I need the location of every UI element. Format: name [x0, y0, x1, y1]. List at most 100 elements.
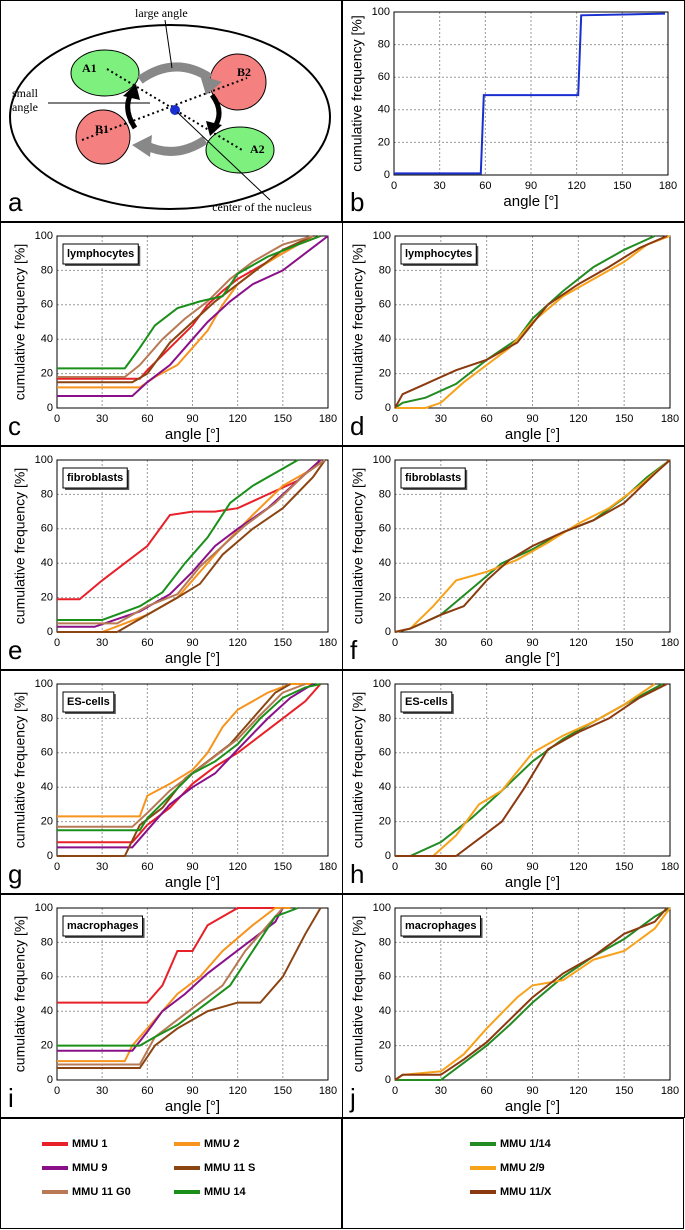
- y-tick-label: 100: [373, 678, 391, 690]
- pointer: [176, 111, 271, 201]
- label-box: [62, 467, 128, 489]
- y-axis-label: cumulative frequency [%]: [12, 244, 28, 400]
- label-box: small angle: [12, 86, 38, 114]
- inset-label: fibroblasts: [67, 472, 123, 484]
- x-tick-label: 90: [526, 637, 538, 649]
- legend-frame: [342, 1118, 684, 1229]
- connector: [81, 77, 248, 141]
- series-line: [57, 907, 284, 1066]
- y-axis-label: cumulative frequency [%]: [350, 916, 366, 1072]
- x-tick-label: 90: [186, 413, 198, 425]
- label: B2: [237, 65, 251, 79]
- series-line: [57, 235, 314, 384]
- panel-letter: i: [8, 1083, 14, 1113]
- y-tick-label: 40: [41, 557, 53, 569]
- y-tick-label: 60: [379, 299, 391, 311]
- y-axis-label: cumulative frequency [%]: [349, 15, 365, 171]
- x-tick-label: 0: [392, 861, 398, 873]
- x-tick-label: 150: [615, 1085, 633, 1097]
- connector: [106, 68, 243, 151]
- x-tick-label: 30: [96, 637, 108, 649]
- y-tick-label: 0: [47, 1074, 53, 1086]
- x-tick-label: 150: [274, 861, 292, 873]
- inset-label: ES-cells: [67, 696, 110, 708]
- y-tick-label: 20: [379, 592, 391, 604]
- y-tick-label: 0: [47, 850, 53, 862]
- y-tick-label: 100: [35, 678, 53, 690]
- y-tick-label: 0: [385, 402, 391, 414]
- y-axis-label: cumulative frequency [%]: [12, 692, 28, 848]
- x-tick-label: 150: [274, 637, 292, 649]
- series-line: [57, 459, 326, 625]
- plot-frame: [56, 459, 329, 633]
- y-tick-label: 20: [379, 816, 391, 828]
- y-tick-label: 80: [41, 712, 53, 724]
- panel-letter: j: [349, 1083, 356, 1113]
- y-tick-label: 20: [41, 1040, 53, 1052]
- x-axis-label: angle [°]: [165, 426, 220, 443]
- y-tick-label: 60: [41, 971, 53, 983]
- y-tick-label: 60: [41, 299, 53, 311]
- legend-label: MMU 11 G0: [72, 1186, 131, 1198]
- y-tick-label: 80: [378, 39, 390, 51]
- y-tick-label: 80: [41, 936, 53, 948]
- label: B1: [95, 122, 109, 136]
- y-axis-label: cumulative frequency [%]: [12, 916, 28, 1072]
- arrow: [200, 75, 222, 95]
- inset-label: lymphocytes: [67, 248, 134, 260]
- y-tick-label: 100: [35, 454, 53, 466]
- y-tick-label: 80: [379, 488, 391, 500]
- y-tick-label: 100: [373, 230, 391, 242]
- series-line: [57, 683, 321, 832]
- series-line: [394, 907, 668, 1081]
- y-axis-label: cumulative frequency [%]: [350, 468, 366, 624]
- series-line: [395, 683, 656, 857]
- legend-label: MMU 11 S: [204, 1162, 255, 1174]
- y-tick-label: 80: [41, 488, 53, 500]
- territory: [70, 49, 140, 97]
- series-line: [57, 459, 322, 633]
- y-tick-label: 20: [379, 368, 391, 380]
- y-tick-label: 0: [47, 402, 53, 414]
- x-tick-label: 30: [435, 861, 447, 873]
- x-tick-label: 60: [141, 1085, 153, 1097]
- x-tick-label: 60: [141, 413, 153, 425]
- y-axis-label: cumulative frequency [%]: [350, 244, 366, 400]
- y-tick-label: 40: [379, 781, 391, 793]
- y-tick-label: 40: [379, 1005, 391, 1017]
- series-line: [57, 459, 299, 621]
- plot-frame: [56, 907, 329, 1081]
- territory: [75, 109, 131, 165]
- x-axis-label: angle [°]: [165, 1098, 220, 1115]
- x-tick-label: 180: [319, 861, 337, 873]
- y-tick-label: 100: [372, 6, 390, 18]
- y-tick-label: 40: [41, 781, 53, 793]
- series-line: [57, 907, 283, 1004]
- x-tick-label: 30: [435, 1085, 447, 1097]
- x-tick-label: 120: [569, 1085, 587, 1097]
- series-line: [57, 459, 322, 601]
- series-line: [57, 683, 313, 818]
- plot-frame: [56, 683, 329, 857]
- plot-frame: [394, 459, 671, 633]
- label: A1: [82, 61, 97, 75]
- panel-letter: h: [350, 859, 364, 889]
- x-tick-label: 120: [569, 413, 587, 425]
- y-tick-label: 100: [373, 454, 391, 466]
- y-tick-label: 40: [378, 104, 390, 116]
- y-tick-label: 60: [378, 71, 390, 83]
- x-tick-label: 0: [392, 413, 398, 425]
- legend-frame: [0, 1118, 342, 1229]
- panel-letter: c: [8, 411, 21, 441]
- series-line: [395, 235, 671, 409]
- panel-letter: d: [350, 411, 364, 441]
- x-tick-label: 60: [481, 861, 493, 873]
- label-box: [62, 243, 139, 265]
- legend-label: MMU 1/14: [500, 1138, 552, 1150]
- series-line: [394, 459, 671, 633]
- panel-letter: a: [8, 187, 23, 217]
- y-tick-label: 0: [47, 626, 53, 638]
- x-tick-label: 60: [141, 637, 153, 649]
- series-line: [57, 235, 314, 378]
- inset-label: macrophages: [405, 920, 477, 932]
